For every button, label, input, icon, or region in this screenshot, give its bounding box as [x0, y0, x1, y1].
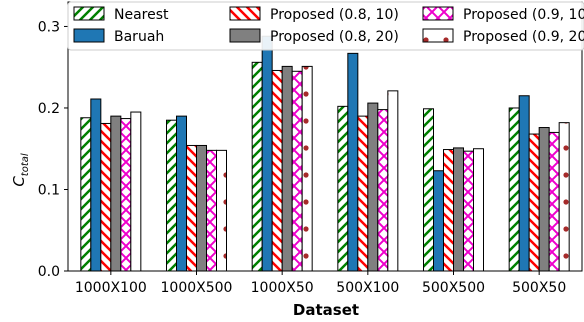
- bar-proposed-0-8-20-500x50: [538, 127, 550, 272]
- legend-swatch: [422, 28, 454, 43]
- legend: Nearest Baruah Proposed (0.8, 10) Proposed …: [67, 1, 584, 51]
- legend-swatch: [229, 28, 261, 43]
- bar-nearest-500x100: [337, 105, 349, 272]
- bar-proposed-0-9-10-1000x500: [206, 149, 217, 272]
- x-tick-label: 500X500: [422, 280, 485, 296]
- y-tick-label: 0.2: [38, 101, 60, 117]
- bar-proposed-0-8-10-500x500: [443, 149, 454, 272]
- bar-proposed-0-8-20-1000x500: [196, 144, 207, 272]
- bar-proposed-0-9-20-1000x50: [301, 65, 313, 272]
- bar-proposed-0-9-10-500x50: [548, 131, 560, 272]
- bar-baruah-1000x500: [176, 115, 187, 272]
- bar-proposed-0-8-20-1000x50: [281, 65, 293, 272]
- legend-label: Proposed (0.8, 10): [270, 7, 399, 23]
- legend-label: Baruah: [114, 29, 164, 45]
- y-tick-label: 0.1: [38, 182, 60, 198]
- bar-proposed-0-9-20-500x100: [387, 90, 399, 272]
- x-tick-label: 1000X50: [251, 280, 314, 296]
- x-tick-label: 1000X100: [75, 280, 147, 296]
- bar-proposed-0-9-10-1000x100: [120, 118, 132, 272]
- y-tick-label: 0.3: [38, 19, 60, 35]
- axes: 1000X100 1000X500 1000X50 500X100 500X500 500…: [38, 1, 583, 296]
- legend-swatch: [73, 6, 105, 21]
- bar-baruah-500x50: [518, 95, 530, 272]
- x-axis-title: Dataset: [293, 301, 359, 319]
- bar-baruah-500x100: [347, 52, 359, 272]
- bar-proposed-0-8-20-500x100: [367, 102, 379, 272]
- bar-nearest-1000x500: [166, 119, 177, 272]
- legend-label: Nearest: [114, 7, 169, 23]
- bar-nearest-500x500: [423, 108, 434, 272]
- bar-baruah-1000x100: [90, 98, 102, 272]
- y-axis-title: Ctotal: [10, 153, 31, 187]
- bar-proposed-0-9-10-1000x50: [291, 70, 303, 272]
- legend-label: Proposed (0.9, 20): [463, 29, 584, 45]
- bar-proposed-0-9-20-1000x500: [216, 149, 227, 272]
- legend-label: Proposed (0.8, 20): [270, 29, 399, 45]
- bar-proposed-0-9-10-500x100: [377, 109, 389, 272]
- bars: [80, 35, 570, 272]
- legend-swatch: [422, 6, 454, 21]
- bar-proposed-0-9-20-500x50: [558, 122, 570, 272]
- bar-nearest-1000x100: [80, 117, 92, 272]
- bar-proposed-0-8-10-1000x50: [271, 69, 283, 272]
- x-tick-label: 500X100: [336, 280, 399, 296]
- bar-nearest-1000x50: [251, 61, 263, 272]
- bar-proposed-0-9-10-500x500: [463, 150, 474, 272]
- x-tick-label: 1000X500: [161, 280, 233, 296]
- legend-swatch: [229, 6, 261, 21]
- bar-proposed-0-8-10-1000x500: [186, 144, 197, 272]
- bar-proposed-0-9-20-1000x100: [130, 111, 142, 272]
- bar-nearest-500x50: [508, 107, 520, 272]
- bar-baruah-1000x50: [261, 35, 273, 272]
- legend-box: [67, 1, 584, 51]
- bar-proposed-0-8-10-1000x100: [100, 122, 112, 272]
- y-tick-label: 0.0: [38, 264, 60, 280]
- bar-proposed-0-9-20-500x500: [473, 148, 484, 272]
- bar-proposed-0-8-10-500x100: [357, 115, 369, 272]
- legend-label: Proposed (0.9, 10): [463, 7, 584, 23]
- x-tick-label: 500X50: [512, 280, 566, 296]
- bar-baruah-500x500: [433, 170, 444, 272]
- bar-proposed-0-8-20-1000x100: [110, 115, 122, 272]
- legend-swatch: [73, 28, 105, 43]
- bar-proposed-0-8-10-500x50: [528, 133, 540, 272]
- bar-proposed-0-8-20-500x500: [453, 147, 464, 272]
